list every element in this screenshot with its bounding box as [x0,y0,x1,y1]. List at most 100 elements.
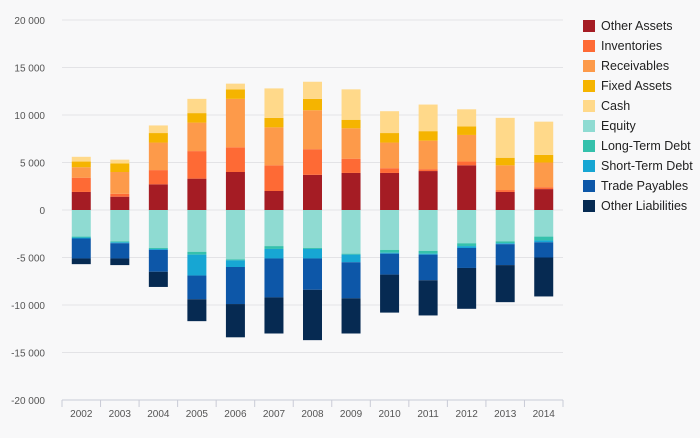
bar-segment-trade-payables[interactable] [534,242,554,258]
bar-segment-other-liabilities[interactable] [341,298,361,334]
bar-segment-inventories[interactable] [187,151,207,179]
bar-segment-other-assets[interactable] [457,165,477,210]
bar-segment-other-liabilities[interactable] [495,265,515,303]
bar-segment-other-assets[interactable] [264,191,284,210]
bar-segment-trade-payables[interactable] [341,262,361,299]
bar-segment-other-assets[interactable] [418,171,438,210]
bar-segment-trade-payables[interactable] [418,254,438,281]
bar-segment-long-term-debt[interactable] [418,250,438,254]
bar-segment-inventories[interactable] [303,149,322,175]
bar-segment-cash[interactable] [418,104,438,132]
bar-segment-equity[interactable] [380,210,400,250]
legend-item[interactable]: Fixed Assets [583,76,693,96]
bar-segment-receivables[interactable] [264,127,284,166]
bar-segment-trade-payables[interactable] [187,275,207,300]
bar-segment-long-term-debt[interactable] [187,251,207,255]
bar-segment-receivables[interactable] [187,122,207,152]
bar-segment-receivables[interactable] [534,162,554,188]
bar-segment-cash[interactable] [534,121,554,155]
legend-item[interactable]: Receivables [583,56,693,76]
bar-segment-cash[interactable] [495,117,515,158]
bar-segment-trade-payables[interactable] [303,258,322,290]
bar-segment-long-term-debt[interactable] [534,236,554,241]
bar-segment-fixed-assets[interactable] [187,113,207,123]
bar-segment-fixed-assets[interactable] [418,131,438,141]
bar-segment-short-term-debt[interactable] [457,246,477,248]
bar-segment-long-term-debt[interactable] [380,249,400,253]
bar-segment-equity[interactable] [534,210,554,237]
bar-segment-equity[interactable] [225,210,245,260]
bar-segment-receivables[interactable] [418,140,438,170]
bar-segment-short-term-debt[interactable] [380,252,400,254]
bar-segment-other-assets[interactable] [225,172,245,210]
bar-segment-other-assets[interactable] [380,172,400,210]
bar-segment-cash[interactable] [110,159,130,164]
bar-segment-inventories[interactable] [148,170,168,185]
bar-segment-other-liabilities[interactable] [457,267,477,309]
bar-segment-cash[interactable] [225,83,245,90]
bar-segment-other-liabilities[interactable] [148,271,168,287]
bar-segment-other-assets[interactable] [187,178,207,210]
bar-segment-fixed-assets[interactable] [457,126,477,135]
bar-segment-other-liabilities[interactable] [225,304,245,338]
bar-segment-trade-payables[interactable] [495,244,515,266]
bar-segment-short-term-debt[interactable] [534,240,554,243]
bar-segment-cash[interactable] [380,111,400,134]
bar-segment-short-term-debt[interactable] [495,243,515,245]
legend-item[interactable]: Cash [583,96,693,116]
bar-segment-receivables[interactable] [380,142,400,169]
bar-segment-short-term-debt[interactable] [148,248,168,250]
bar-segment-trade-payables[interactable] [148,249,168,272]
bar-segment-short-term-debt[interactable] [264,248,284,259]
bar-segment-inventories[interactable] [495,190,515,192]
legend-item[interactable]: Other Liabilities [583,196,693,216]
bar-segment-trade-payables[interactable] [380,253,400,275]
legend-item[interactable]: Inventories [583,36,693,56]
legend-item[interactable]: Long-Term Debt [583,136,693,156]
bar-segment-receivables[interactable] [110,172,130,194]
bar-segment-equity[interactable] [264,210,284,247]
bar-segment-cash[interactable] [341,89,361,120]
bar-segment-other-assets[interactable] [495,191,515,210]
bar-segment-inventories[interactable] [225,147,245,172]
legend-item[interactable]: Other Assets [583,16,693,36]
bar-segment-short-term-debt[interactable] [71,237,91,239]
bar-segment-cash[interactable] [148,125,168,134]
bar-segment-other-assets[interactable] [110,196,130,210]
bar-segment-other-liabilities[interactable] [303,289,322,341]
bar-segment-trade-payables[interactable] [264,258,284,298]
bar-segment-fixed-assets[interactable] [341,119,361,129]
bar-segment-receivables[interactable] [457,134,477,162]
bar-segment-equity[interactable] [187,210,207,252]
bar-segment-inventories[interactable] [110,193,130,197]
bar-segment-short-term-debt[interactable] [225,260,245,267]
bar-segment-inventories[interactable] [457,161,477,166]
bar-segment-other-liabilities[interactable] [187,299,207,322]
bar-segment-short-term-debt[interactable] [418,253,438,255]
bar-segment-receivables[interactable] [495,165,515,191]
bar-segment-inventories[interactable] [380,168,400,173]
bar-segment-short-term-debt[interactable] [110,242,130,244]
bar-segment-fixed-assets[interactable] [110,163,130,172]
bar-segment-fixed-assets[interactable] [534,154,554,163]
bar-segment-other-liabilities[interactable] [110,258,130,266]
bar-segment-equity[interactable] [303,210,322,248]
bar-segment-trade-payables[interactable] [110,243,130,259]
bar-segment-short-term-debt[interactable] [341,254,361,263]
bar-segment-cash[interactable] [71,156,91,162]
bar-segment-long-term-debt[interactable] [495,241,515,244]
bar-segment-equity[interactable] [148,210,168,248]
bar-segment-other-assets[interactable] [341,172,361,210]
bar-segment-long-term-debt[interactable] [303,248,322,249]
bar-segment-other-liabilities[interactable] [380,274,400,313]
bar-segment-equity[interactable] [71,210,91,237]
bar-segment-long-term-debt[interactable] [264,246,284,249]
bar-segment-other-liabilities[interactable] [418,280,438,316]
bar-segment-cash[interactable] [187,98,207,114]
bar-segment-equity[interactable] [418,210,438,251]
bar-segment-inventories[interactable] [341,158,361,173]
bar-segment-equity[interactable] [110,210,130,242]
legend-item[interactable]: Equity [583,116,693,136]
bar-segment-long-term-debt[interactable] [341,253,361,255]
bar-segment-inventories[interactable] [71,177,91,192]
